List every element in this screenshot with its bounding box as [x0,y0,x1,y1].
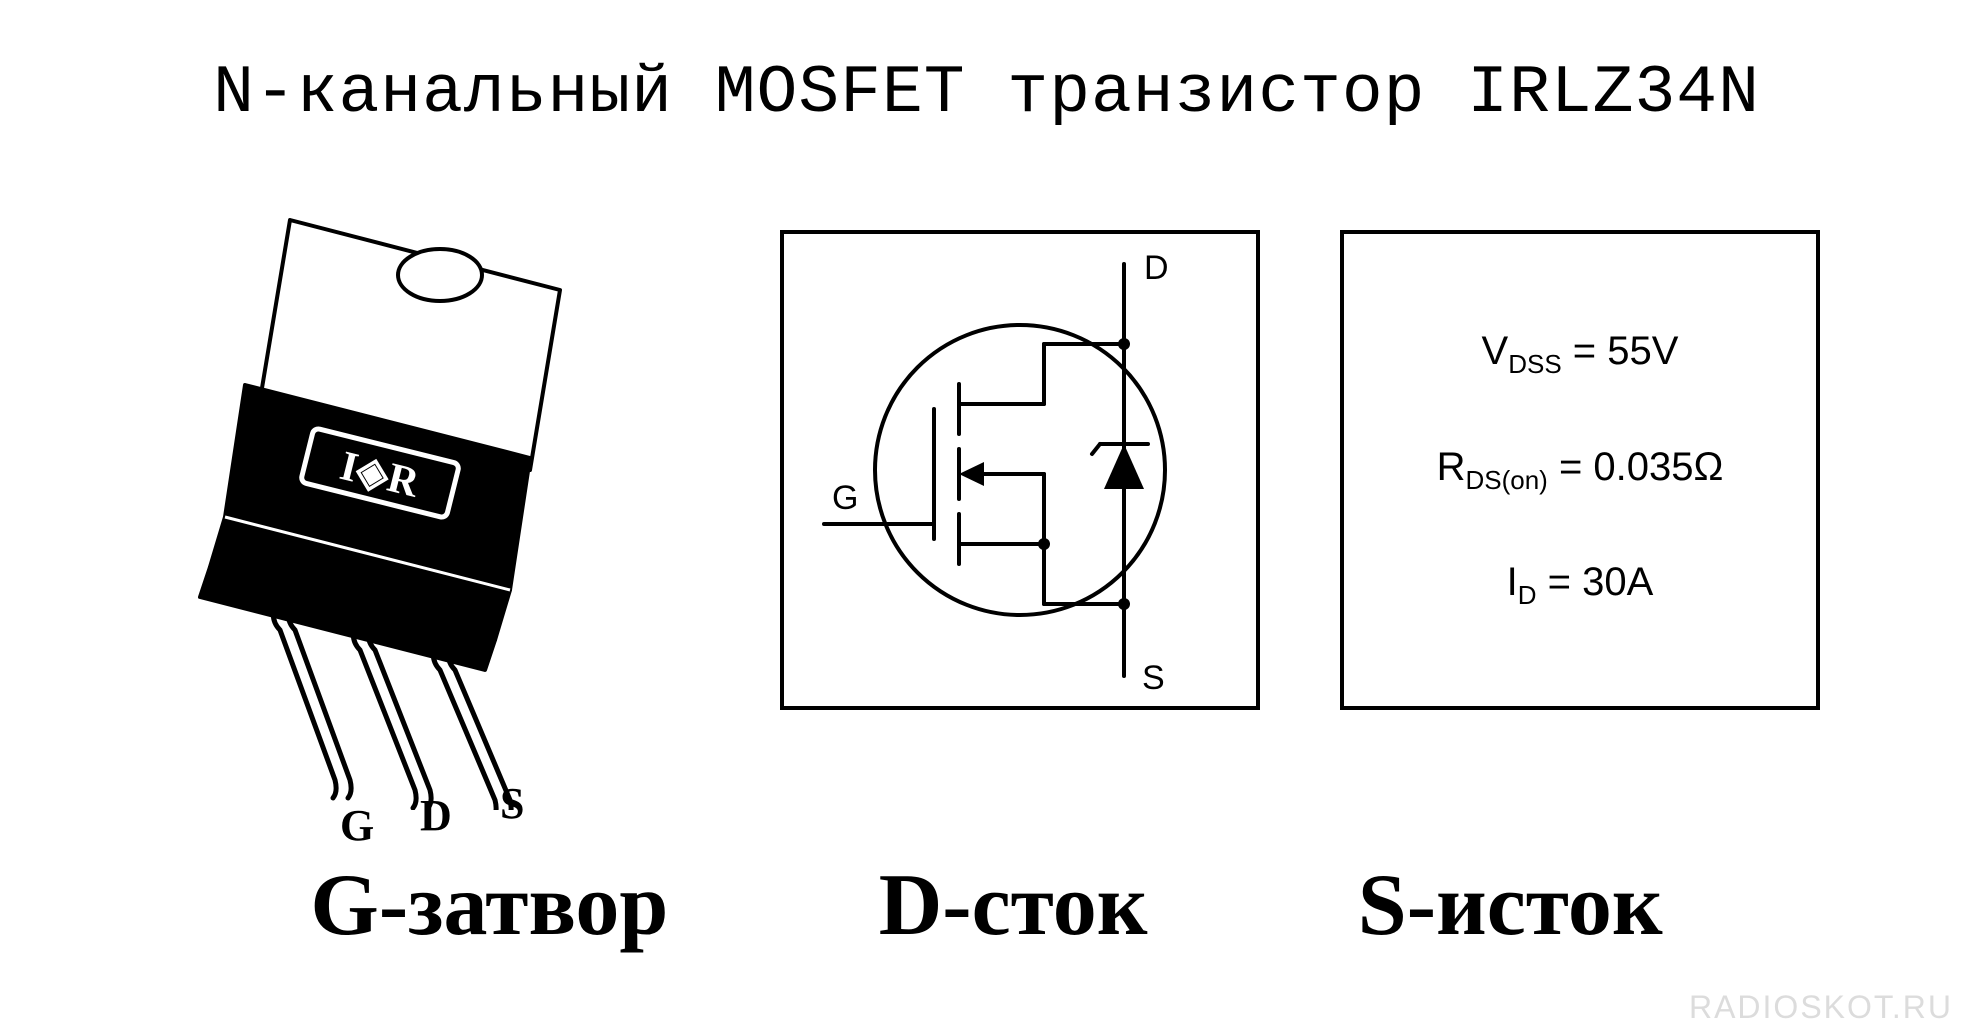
schem-label-g: G [832,479,858,517]
legend-g: G-затвор [310,855,668,956]
legend-d: D-сток [879,855,1148,956]
specs-box: VDSS = 55V RDS(on) = 0.035Ω ID = 30A [1340,230,1820,710]
schematic-symbol: D G S [780,230,1260,710]
pin-legend: G-затвор D-сток S-исток [0,855,1973,956]
spec-vdss: VDSS = 55V [1482,329,1679,380]
page-title: N-канальный MOSFET транзистор IRLZ34N [0,55,1973,132]
pin-label-g: G [340,800,374,851]
legend-s: S-исток [1358,855,1663,956]
pin-label-s: S [500,778,524,829]
schem-label-d: D [1144,249,1169,287]
pin-label-d: D [420,790,452,841]
watermark: RADIOSKOT.RU [1689,989,1953,1026]
content-row: I◈R G D S [0,200,1973,820]
spec-rdson: RDS(on) = 0.035Ω [1437,445,1724,496]
package-drawing: I◈R G D S [140,210,660,810]
spec-id: ID = 30A [1507,560,1654,611]
schem-label-s: S [1142,659,1165,697]
